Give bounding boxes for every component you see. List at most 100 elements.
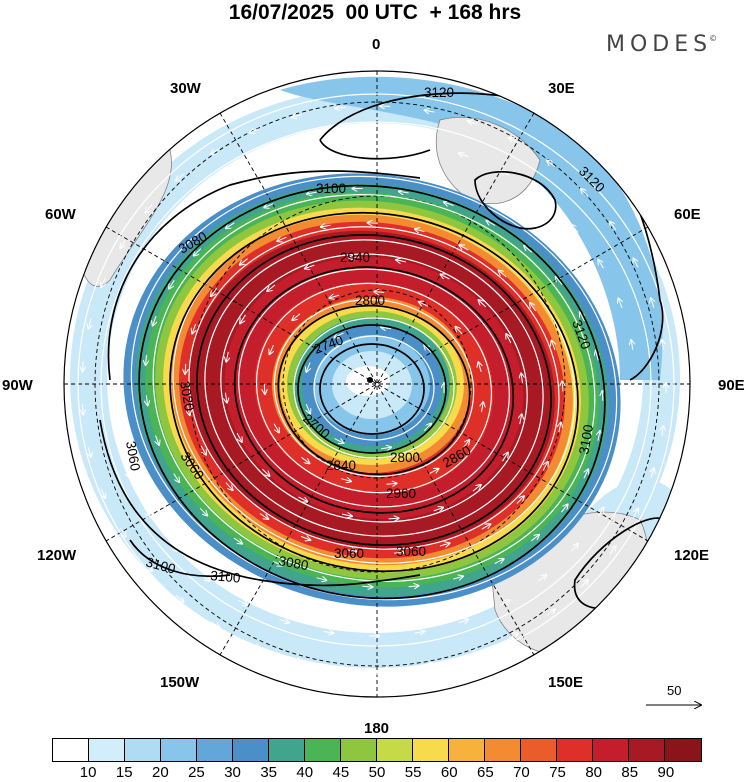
- longitude-labels: 0 180 90W 90E 30W 30E 60W 60E 120W 120E …: [2, 36, 745, 737]
- wind-arrow: [414, 631, 425, 633]
- contour-label: 2960: [386, 486, 416, 501]
- wind-arrow: [631, 340, 633, 350]
- wind-arrow: [559, 423, 561, 433]
- wind-arrow: [453, 576, 463, 579]
- wind-arrow: [439, 543, 450, 546]
- wind-arrow: [542, 462, 548, 471]
- wind-arrow: [546, 609, 555, 616]
- wind-arrow: [146, 354, 147, 365]
- wind-arrow: [651, 468, 654, 478]
- wind-speed-field: [64, 71, 690, 697]
- wind-arrow: [200, 445, 206, 455]
- wind-arrow: [188, 405, 190, 415]
- wind-arrow: [499, 271, 507, 278]
- wind-arrow: [273, 423, 279, 433]
- colorbar-tick-label: 85: [621, 764, 639, 781]
- colorbar-tick-label: 10: [79, 764, 97, 781]
- reference-vector-arrow: [646, 683, 703, 723]
- wind-arrow: [419, 302, 429, 306]
- wind-arrow: [264, 204, 274, 208]
- wind-arrow: [598, 431, 600, 441]
- wind-arrow: [305, 265, 315, 268]
- colorbar-tick-label: 70: [513, 764, 530, 781]
- wind-arrow: [415, 229, 425, 232]
- colorbar-tick-label: 30: [224, 764, 241, 781]
- colorbar-swatch: [53, 739, 89, 761]
- colorbar-swatch: [485, 739, 521, 761]
- wind-arrow: [502, 453, 508, 462]
- wind-arrow: [249, 643, 259, 647]
- wind-arrow: [368, 223, 378, 224]
- colorbar-tick-label: 35: [260, 764, 277, 781]
- wind-arrow: [119, 527, 125, 537]
- wind-arrow: [423, 424, 431, 432]
- wind-arrow: [632, 509, 638, 518]
- wind-arrow: [226, 222, 235, 229]
- wind-arrow: [120, 239, 127, 249]
- wind-arrow: [596, 351, 599, 361]
- wind-arrow: [584, 469, 588, 479]
- wind-arrow: [225, 392, 227, 403]
- wind-arrow: [444, 202, 454, 205]
- wind-arrow: [335, 668, 346, 669]
- wind-arrow: [261, 468, 269, 476]
- lon-label-60e: 60E: [674, 206, 701, 223]
- colorbar-swatch: [305, 739, 341, 761]
- wind-arrow: [633, 258, 639, 268]
- wind-arrow: [388, 518, 399, 519]
- wind-arrow: [462, 440, 469, 449]
- wind-arrow: [610, 222, 617, 231]
- wind-arrow: [662, 426, 664, 437]
- brand-logo: MODES©: [606, 32, 720, 57]
- wind-arrow: [556, 277, 563, 285]
- wind-arrow: [292, 115, 302, 118]
- wind-arrow: [240, 314, 246, 324]
- wind-arrow: [580, 580, 588, 588]
- chart-title: 16/07/2025 00 UTC + 168 hrs: [228, 1, 522, 24]
- wind-arrow: [393, 553, 404, 554]
- height-contours: [99, 92, 667, 697]
- wind-arrow: [173, 473, 179, 482]
- wind-arrow: [146, 395, 147, 405]
- wind-arrow: [270, 344, 274, 354]
- colorbar-tick-label: 65: [476, 764, 494, 781]
- wind-arrow: [562, 381, 563, 392]
- colorbar-tick-label: 80: [585, 764, 602, 781]
- wind-arrow: [609, 546, 616, 555]
- wind-arrow: [530, 535, 539, 542]
- wind-arrow: [441, 274, 450, 280]
- colorbar-swatch: [125, 739, 161, 761]
- colorbar-swatch: [269, 739, 305, 761]
- wind-arrow: [185, 363, 186, 374]
- wind-arrow: [194, 248, 202, 256]
- contour-label: 3100: [210, 568, 241, 586]
- wind-arrow: [547, 161, 556, 168]
- wind-arrow: [101, 488, 105, 498]
- wind-arrow: [238, 599, 248, 605]
- wind-arrow: [472, 485, 481, 492]
- wind-arrow: [415, 143, 425, 145]
- wind-arrow: [126, 468, 130, 477]
- wind-arrow: [580, 312, 585, 322]
- wind-arrow: [459, 153, 469, 156]
- wind-arrow: [298, 496, 308, 502]
- colorbar-swatch: [557, 739, 593, 761]
- lon-label-150e: 150E: [548, 674, 583, 691]
- colorbar-tick-label: 90: [657, 764, 675, 781]
- wind-arrow: [115, 426, 117, 436]
- wind-arrow: [408, 586, 419, 587]
- wind-arrow: [508, 633, 518, 639]
- wind-arrow: [300, 536, 310, 540]
- wind-arrow: [597, 508, 603, 517]
- wind-arrow: [202, 194, 210, 201]
- contour-label: 2800: [390, 450, 420, 465]
- polar-map: 3120 3120 3120 3100 3100 3100 3100 3080 …: [2, 36, 745, 737]
- colorbar-swatch: [197, 739, 233, 761]
- wind-arrow: [199, 507, 207, 515]
- colorbar-swatch: [89, 739, 125, 761]
- wind-arrow: [192, 323, 195, 333]
- wind-arrow: [239, 170, 248, 176]
- wind-arrow: [381, 447, 391, 449]
- wind-arrow: [467, 652, 477, 655]
- wind-arrow: [341, 514, 352, 516]
